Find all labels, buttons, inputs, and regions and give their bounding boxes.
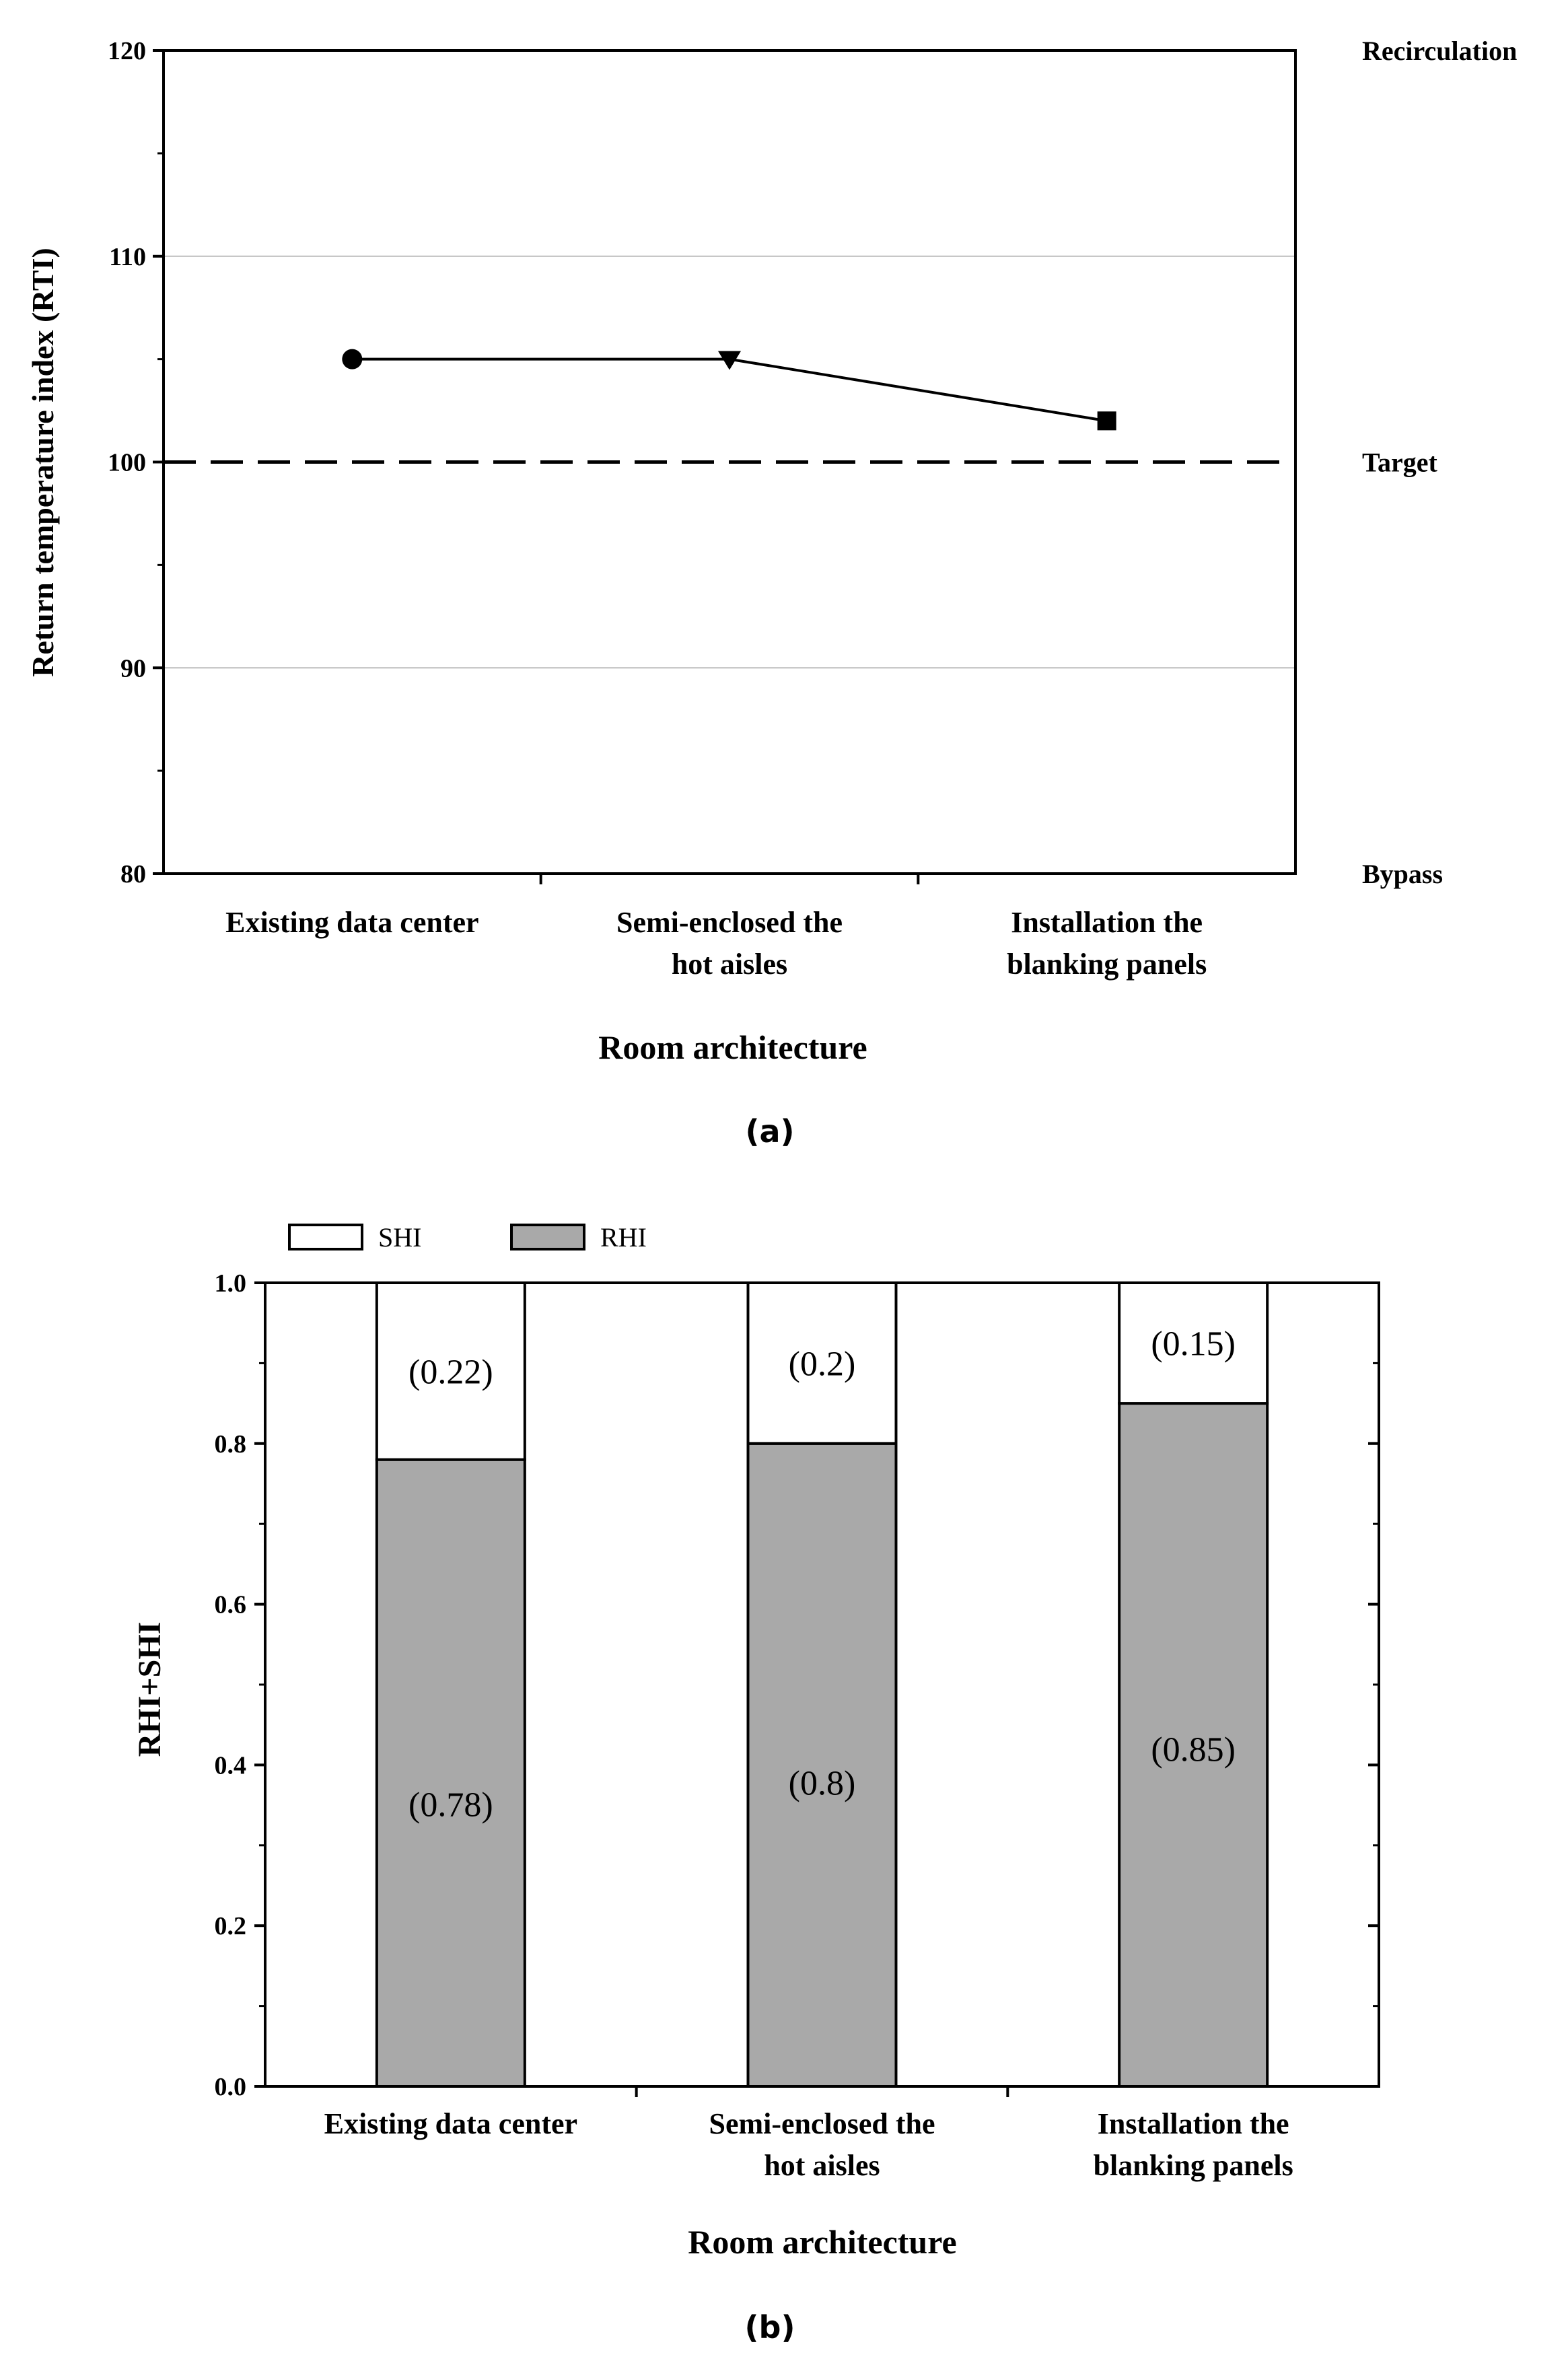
x-category-label: blanking panels — [1007, 948, 1207, 981]
right-axis-label: Bypass — [1362, 859, 1443, 889]
y-tick-label: 1.0 — [215, 1269, 247, 1298]
x-category-label: Installation the — [1011, 906, 1203, 939]
panel-label-a: (a) — [745, 1113, 794, 1150]
x-category-label: hot aisles — [764, 2149, 880, 2182]
x-category-label: Installation the — [1098, 2107, 1289, 2140]
rhi-value-label: (0.8) — [789, 1764, 856, 1802]
bar-shi — [1118, 1281, 1269, 1405]
shi-value-label: (0.22) — [408, 1353, 493, 1391]
data-point-circle — [342, 349, 363, 369]
rhi-value-label: (0.85) — [1151, 1731, 1236, 1769]
legend-label-rhi: RHI — [600, 1222, 647, 1253]
bar-rhi — [746, 1442, 898, 2088]
bar-rhi — [375, 1458, 526, 2088]
data-point-triangle — [718, 351, 741, 370]
right-axis-label: Recirculation — [1362, 36, 1517, 66]
y-tick-label: 0.2 — [215, 1912, 247, 1940]
right-axis-label: Target — [1362, 448, 1438, 478]
x-category-label: blanking panels — [1094, 2149, 1293, 2182]
x-category-label: Existing data center — [324, 2107, 577, 2140]
bar-shi — [375, 1281, 526, 1461]
panel-label-b: (b) — [745, 2309, 795, 2346]
legend-label-shi: SHI — [378, 1222, 421, 1253]
shi-value-label: (0.2) — [789, 1345, 856, 1383]
y-axis-title-a: Return temperature index (RTI) — [26, 248, 60, 677]
shi-value-label: (0.15) — [1151, 1325, 1236, 1364]
data-point-square — [1097, 411, 1116, 431]
y-tick-label: 0.0 — [215, 2073, 247, 2101]
x-category-label: Semi-enclosed the — [616, 906, 843, 939]
legend-swatch-rhi — [510, 1224, 585, 1250]
rhi-value-label: (0.78) — [408, 1786, 493, 1824]
y-tick-label: 100 — [108, 449, 146, 477]
x-axis-title-b: Room architecture — [688, 2223, 956, 2261]
y-axis-title-b: RHI+SHI — [132, 1622, 168, 1757]
y-tick-label: 0.4 — [215, 1751, 247, 1779]
x-category-label: hot aisles — [672, 948, 787, 981]
y-tick-label: 110 — [109, 243, 146, 271]
x-category-label: Existing data center — [225, 906, 478, 939]
y-tick-label: 120 — [108, 37, 146, 65]
legend-swatch-shi — [288, 1224, 363, 1250]
x-axis-title-a: Room architecture — [598, 1028, 867, 1066]
y-tick-label: 0.6 — [215, 1591, 247, 1619]
y-tick-label: 80 — [120, 860, 146, 888]
y-tick-label: 0.8 — [215, 1430, 247, 1458]
y-tick-label: 90 — [120, 654, 146, 682]
bar-rhi — [1118, 1402, 1269, 2088]
bar-shi — [746, 1281, 898, 1445]
x-category-label: Semi-enclosed the — [709, 2107, 935, 2140]
